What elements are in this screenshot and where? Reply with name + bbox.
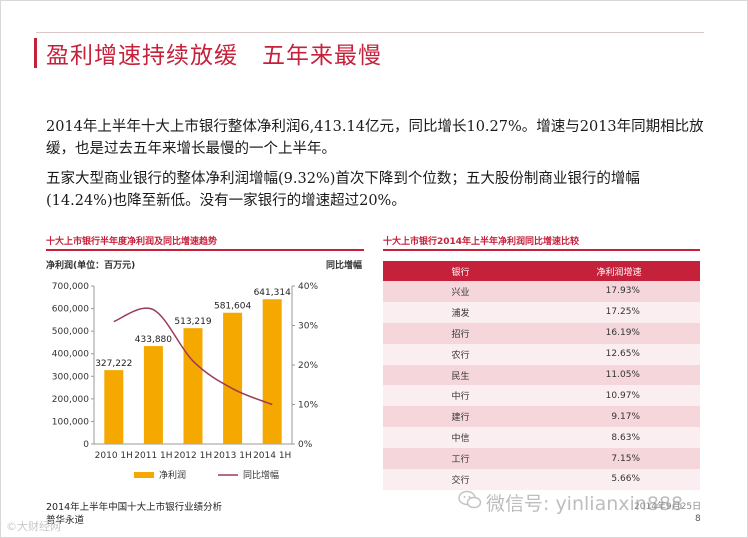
y2-tick-label: 20% <box>298 361 318 371</box>
right-panel-divider <box>383 249 700 251</box>
bar-data-label: 513,219 <box>174 317 211 327</box>
growth-value: 8.63% <box>538 427 700 449</box>
title-accent-bar <box>34 38 37 68</box>
growth-value: 11.05% <box>538 364 700 386</box>
x-tick-label: 2013 1H <box>213 451 251 461</box>
left-axis-label: 净利润(单位：百万元) <box>46 259 135 271</box>
y-tick-label: 500,000 <box>52 327 89 337</box>
bank-name: 民生 <box>383 364 538 386</box>
left-panel-title: 十大上市银行半年度净利润及同比增速趋势 <box>46 237 218 247</box>
bank-name: 中信 <box>383 427 538 449</box>
bank-name: 中行 <box>383 385 538 407</box>
right-axis-label: 同比增幅 <box>326 259 362 271</box>
report-date: 2014年9月25日 <box>634 502 702 512</box>
bar <box>104 370 124 444</box>
bank-name: 建行 <box>383 406 538 428</box>
y-tick-label: 0 <box>83 440 89 450</box>
bank-growth-table: 银行 净利润增速 兴业 17.93% 浦发 17.25% 招行 16.19% 农行 12… <box>383 261 700 490</box>
growth-value: 17.93% <box>538 281 700 302</box>
growth-value: 17.25% <box>538 301 700 323</box>
table-header-row: 银行 净利润增速 <box>383 261 700 281</box>
y2-tick-label: 40% <box>298 282 318 292</box>
source-watermark: ©大财经网 <box>6 520 61 533</box>
table-row: 农行 12.65% <box>383 343 700 365</box>
table-row: 兴业 17.93% <box>383 281 700 302</box>
wechat-icon <box>458 490 482 509</box>
table-row: 民生 11.05% <box>383 364 700 386</box>
bank-name: 兴业 <box>383 281 538 302</box>
bar <box>223 312 243 444</box>
summary-paragraph-1: 2014年上半年十大上市银行整体净利润6,413.14亿元，同比增长10.27%… <box>46 119 704 157</box>
bank-name: 交行 <box>383 469 538 490</box>
growth-value: 5.66% <box>538 469 700 490</box>
x-tick-label: 2011 1H <box>134 451 172 461</box>
table-row: 工行 7.15% <box>383 448 700 470</box>
growth-value: 10.97% <box>538 385 700 407</box>
y2-tick-label: 30% <box>298 322 318 332</box>
bar <box>143 346 163 444</box>
table-row: 交行 5.66% <box>383 469 700 490</box>
growth-value: 7.15% <box>538 448 700 470</box>
table-row: 浦发 17.25% <box>383 301 700 323</box>
growth-value: 16.19% <box>538 322 700 344</box>
header-bank: 银行 <box>383 261 538 281</box>
bank-name: 农行 <box>383 343 538 365</box>
table-row: 建行 9.17% <box>383 406 700 428</box>
footer-company: 普华永道 <box>46 515 85 526</box>
x-tick-label: 2014 1H <box>253 451 291 461</box>
bank-name: 浦发 <box>383 301 538 323</box>
y-tick-label: 400,000 <box>52 350 89 360</box>
footer-report-title: 2014年上半年中国十大上市银行业绩分析 <box>46 502 223 513</box>
y-tick-label: 300,000 <box>52 372 89 382</box>
growth-line <box>113 307 273 406</box>
profit-trend-chart: 净利润(单位：百万元) 同比增幅 0 100,000 200,000 300,000 4… <box>46 259 362 481</box>
bank-name: 工行 <box>383 448 538 470</box>
left-panel-divider <box>46 249 364 251</box>
x-tick-label: 2012 1H <box>174 451 212 461</box>
bank-name: 招行 <box>383 322 538 344</box>
bar-data-label: 581,604 <box>214 302 251 312</box>
table-row: 中行 10.97% <box>383 385 700 407</box>
y-tick-label: 200,000 <box>52 395 89 405</box>
summary-paragraph-2: 五家大型商业银行的整体净利润增幅(9.32%)首次下降到个位数；五大股份制商业银… <box>46 171 640 209</box>
y2-tick-label: 0% <box>298 440 313 450</box>
table-row: 中信 8.63% <box>383 427 700 449</box>
legend-swatch-bar <box>134 472 154 478</box>
wechat-watermark: 微信号: yinlianxin888 <box>486 493 684 515</box>
bar-data-label: 433,880 <box>135 335 172 345</box>
top-divider <box>36 32 704 33</box>
y2-tick-label: 10% <box>298 401 318 411</box>
x-tick-label: 2010 1H <box>95 451 133 461</box>
header-growth: 净利润增速 <box>538 261 700 281</box>
bar-data-label: 641,314 <box>254 288 291 298</box>
bar <box>262 299 282 444</box>
table-row: 招行 16.19% <box>383 322 700 344</box>
y-tick-label: 600,000 <box>52 305 89 315</box>
page-number: 8 <box>695 514 701 524</box>
bar-data-label: 327,222 <box>95 359 132 369</box>
y-tick-label: 100,000 <box>52 417 89 427</box>
bar <box>183 328 203 444</box>
y-tick-label: 700,000 <box>52 282 89 292</box>
legend-label-line: 同比增幅 <box>243 469 279 481</box>
growth-value: 12.65% <box>538 343 700 365</box>
growth-value: 9.17% <box>538 406 700 428</box>
legend-label-bar: 净利润 <box>159 469 186 481</box>
slide-title: 盈利增速持续放缓 五年来最慢 <box>46 43 382 69</box>
right-panel-title: 十大上市银行2014年上半年净利润同比增速比较 <box>383 237 580 247</box>
